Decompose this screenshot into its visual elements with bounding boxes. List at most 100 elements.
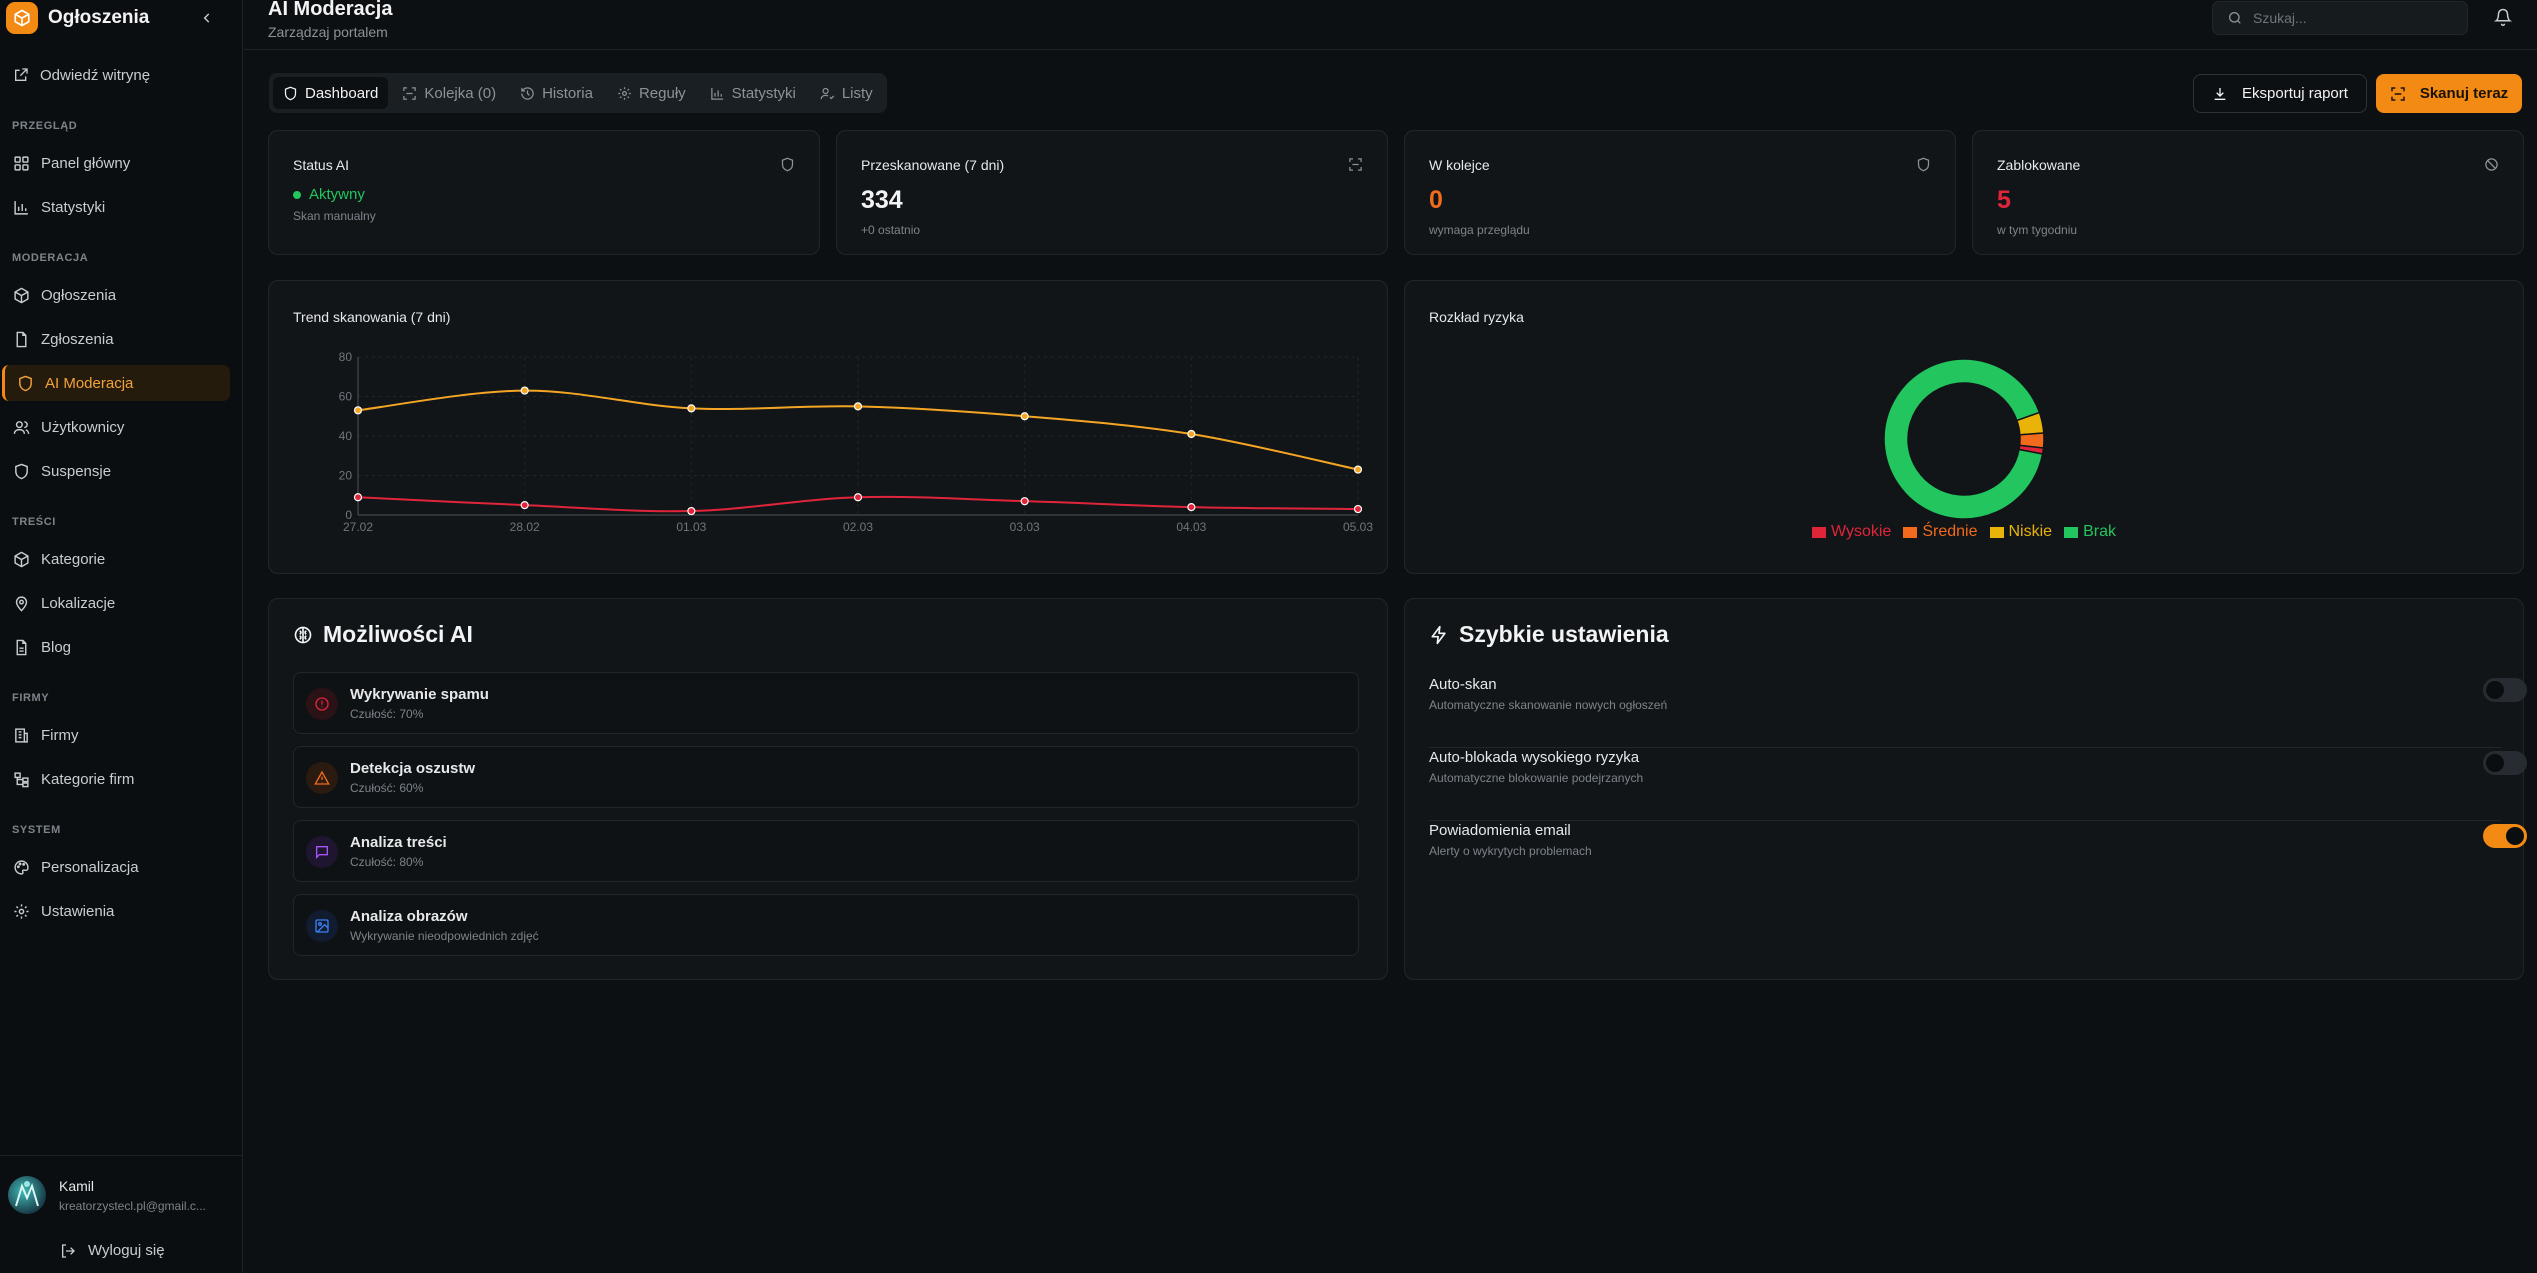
- setting-email-notifications: Powiadomienia email Alerty o wykrytych p…: [1429, 822, 2527, 894]
- brain-icon: [294, 626, 312, 643]
- sidebar-item-company-categories[interactable]: Kategorie firm: [2, 761, 230, 797]
- message-icon: [306, 836, 338, 868]
- data-point[interactable]: [1353, 465, 1363, 474]
- data-point[interactable]: [353, 406, 363, 415]
- tab-statistics[interactable]: Statystyki: [700, 77, 806, 109]
- scan-icon: [1349, 158, 1362, 171]
- external-link-icon: [15, 68, 28, 81]
- user-email: kreatorzystecl.pl@gmail.c...: [59, 1199, 206, 1213]
- scan-icon: [2391, 86, 2405, 101]
- data-point[interactable]: [687, 404, 696, 413]
- users-icon: [13, 420, 30, 434]
- data-point[interactable]: [687, 506, 696, 516]
- sidebar-item-categories[interactable]: Kategorie: [2, 541, 230, 577]
- sidebar-item-suspensions[interactable]: Suspensje: [2, 453, 230, 489]
- auto-scan-toggle[interactable]: [2483, 678, 2527, 702]
- notifications-button[interactable]: [2493, 8, 2513, 31]
- x-tick-label: 28.02: [510, 520, 540, 534]
- sidebar-item-label: Kategorie firm: [41, 770, 135, 788]
- sidebar-item-listings[interactable]: Ogłoszenia: [2, 277, 230, 313]
- building-icon: [15, 727, 28, 743]
- sidebar-item-companies[interactable]: Firmy: [2, 717, 230, 753]
- tab-dashboard[interactable]: Dashboard: [273, 77, 389, 109]
- scan-icon: [403, 86, 417, 100]
- legend-item-medium[interactable]: Średnie: [1903, 523, 1978, 541]
- legend-swatch: [2064, 526, 2079, 538]
- user-name: Kamil: [59, 1178, 95, 1194]
- search-input[interactable]: [2253, 10, 2453, 26]
- data-point[interactable]: [1187, 503, 1196, 512]
- legend-label: Brak: [2083, 523, 2116, 540]
- tab-history[interactable]: Historia: [510, 77, 603, 109]
- donut-slice-Brak[interactable]: [1883, 358, 2044, 520]
- data-point[interactable]: [520, 501, 529, 510]
- visit-site-link[interactable]: Odwiedź witrynę: [2, 57, 230, 93]
- sidebar-item-locations[interactable]: Lokalizacje: [2, 585, 230, 621]
- palette-icon: [14, 859, 29, 875]
- package-icon: [14, 287, 29, 303]
- scan-label: Skanuj teraz: [2419, 85, 2509, 102]
- legend-item-none[interactable]: Brak: [2064, 523, 2116, 541]
- capability-fraud-detection[interactable]: Detekcja oszustw Czułość: 60%: [293, 746, 1359, 808]
- tab-rules[interactable]: Reguły: [607, 77, 696, 109]
- brand-title: Ogłoszenia: [48, 7, 150, 28]
- brand[interactable]: Ogłoszenia: [6, 2, 149, 34]
- capabilities-heading: Możliwości AI: [293, 621, 473, 648]
- sidebar-item-blog[interactable]: Blog: [2, 629, 230, 665]
- trend-line-chart: 0 20 40 60 80 27.02 28.02 01.03 02.03 03.03 04.03 0…: [339, 350, 1374, 534]
- sidebar: Ogłoszenia Odwiedź witrynę PRZEGLĄD Pane…: [0, 0, 243, 1273]
- package-icon: [14, 551, 29, 567]
- sidebar-item-settings[interactable]: Ustawienia: [2, 893, 230, 929]
- shield-icon: [781, 157, 794, 172]
- y-tick-label: 0: [345, 508, 352, 522]
- data-point[interactable]: [353, 493, 363, 502]
- x-tick-label: 01.03: [676, 520, 706, 534]
- ai-capabilities-card: Możliwości AI Wykrywanie spamu Czułość: …: [268, 598, 1388, 980]
- lightning-icon: [1431, 625, 1446, 644]
- ban-icon: [2485, 158, 2498, 171]
- quick-settings-card: Szybkie ustawienia Auto-skan Automatyczn…: [1404, 598, 2527, 980]
- data-point[interactable]: [1020, 497, 1029, 506]
- tab-lists[interactable]: Listy: [810, 77, 883, 109]
- shield-icon: [1917, 157, 1930, 172]
- download-icon: [2214, 87, 2226, 100]
- sidebar-item-ai-moderation[interactable]: AI Moderacja: [2, 365, 230, 401]
- legend-item-high[interactable]: Wysokie: [1812, 523, 1891, 541]
- sidebar-item-statistics[interactable]: Statystyki: [2, 189, 230, 225]
- sidebar-item-reports[interactable]: Zgłoszenia: [2, 321, 230, 357]
- search-box[interactable]: [2212, 1, 2468, 35]
- sidebar-item-dashboard[interactable]: Panel główny: [2, 145, 230, 181]
- data-point[interactable]: [1353, 504, 1363, 514]
- data-point[interactable]: [853, 493, 863, 502]
- history-icon: [521, 86, 534, 100]
- risk-donut-chart: [1883, 358, 2045, 520]
- legend-swatch: [1903, 526, 1918, 538]
- tab-queue[interactable]: Kolejka (0): [392, 77, 506, 109]
- logout-button[interactable]: Wyloguj się: [60, 1242, 165, 1259]
- data-point[interactable]: [1020, 412, 1029, 421]
- status-value: Aktywny: [309, 186, 365, 203]
- legend-item-low[interactable]: Niskie: [1989, 523, 2052, 541]
- sidebar-item-label: Personalizacja: [41, 858, 139, 876]
- auto-block-toggle[interactable]: [2483, 751, 2527, 775]
- data-point[interactable]: [853, 402, 863, 411]
- data-point[interactable]: [520, 386, 529, 395]
- data-point[interactable]: [1187, 429, 1196, 439]
- capabilities-title: Możliwości AI: [323, 621, 473, 647]
- status-dot: [293, 190, 301, 199]
- collapse-sidebar-button[interactable]: [196, 7, 218, 29]
- grid-icon: [14, 155, 29, 171]
- export-label: Eksportuj raport: [2242, 85, 2348, 102]
- capability-title: Detekcja oszustw: [350, 760, 476, 777]
- status-indicator: Aktywny: [293, 186, 365, 203]
- export-report-button[interactable]: Eksportuj raport: [2193, 74, 2367, 113]
- avatar[interactable]: [8, 1176, 46, 1214]
- sidebar-item-users[interactable]: Użytkownicy: [2, 409, 230, 445]
- capability-spam-detection[interactable]: Wykrywanie spamu Czułość: 70%: [293, 672, 1359, 734]
- scan-now-button[interactable]: Skanuj teraz: [2376, 74, 2522, 113]
- sidebar-item-personalization[interactable]: Personalizacja: [2, 849, 230, 885]
- capability-content-analysis[interactable]: Analiza treści Czułość: 80%: [293, 820, 1359, 882]
- capability-image-analysis[interactable]: Analiza obrazów Wykrywanie nieodpowiedni…: [293, 894, 1359, 956]
- sidebar-item-label: Panel główny: [41, 154, 131, 172]
- email-notifications-toggle[interactable]: [2483, 824, 2527, 848]
